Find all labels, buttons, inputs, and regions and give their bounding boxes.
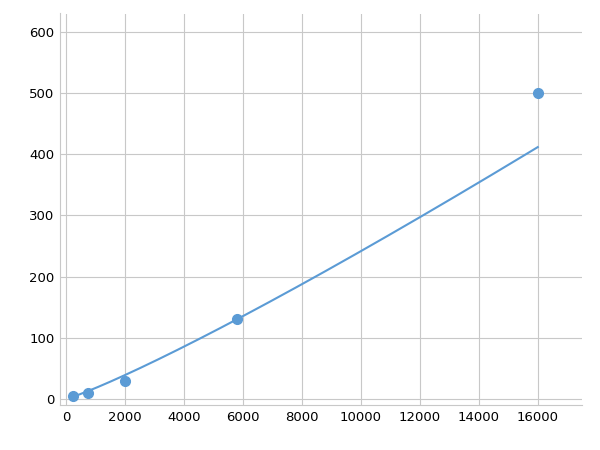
Point <box>68 392 78 400</box>
Point <box>120 377 130 384</box>
Point <box>533 90 542 97</box>
Point <box>232 316 242 323</box>
Point <box>83 389 93 396</box>
